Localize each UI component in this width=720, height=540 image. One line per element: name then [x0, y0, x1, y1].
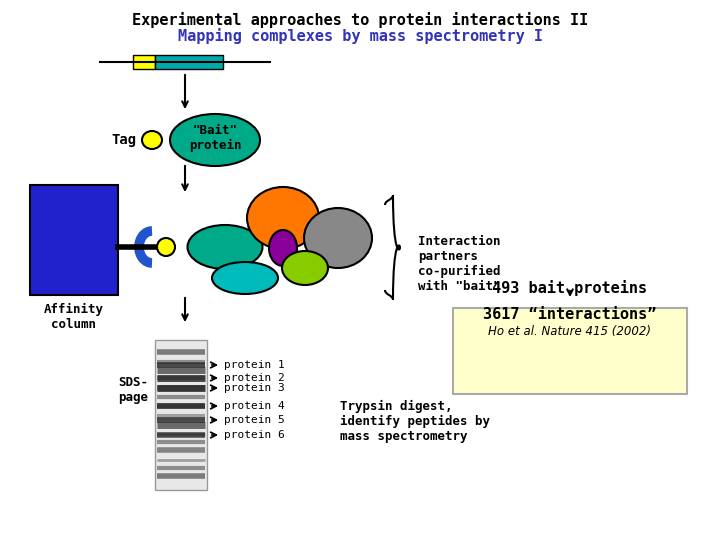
- Text: protein 4: protein 4: [224, 401, 284, 411]
- Text: Trypsin digest,
identify peptides by
mass spectrometry: Trypsin digest, identify peptides by mas…: [340, 400, 490, 443]
- Text: Tag: Tag: [111, 133, 136, 147]
- FancyBboxPatch shape: [453, 308, 687, 394]
- Text: protein 1: protein 1: [224, 360, 284, 370]
- Ellipse shape: [170, 114, 260, 166]
- Text: Affinity
column: Affinity column: [44, 303, 104, 331]
- Text: 493 bait proteins: 493 bait proteins: [492, 280, 647, 296]
- Text: "Bait"
protein: "Bait" protein: [189, 124, 241, 152]
- Text: Interaction
partners
co-purified
with "bait": Interaction partners co-purified with "b…: [418, 235, 500, 293]
- Bar: [155, 340, 207, 490]
- Ellipse shape: [187, 225, 263, 269]
- Text: protein 6: protein 6: [224, 430, 284, 440]
- Text: protein 3: protein 3: [224, 383, 284, 393]
- Ellipse shape: [212, 262, 278, 294]
- Bar: [30, 185, 118, 295]
- Text: SDS-
page: SDS- page: [118, 376, 148, 404]
- Text: Ho et al. Nature 415 (2002): Ho et al. Nature 415 (2002): [488, 325, 652, 338]
- Text: protein 2: protein 2: [224, 373, 284, 383]
- Ellipse shape: [157, 238, 175, 256]
- Text: Mapping complexes by mass spectrometry I: Mapping complexes by mass spectrometry I: [178, 28, 542, 44]
- Text: protein 5: protein 5: [224, 415, 284, 425]
- Bar: [133, 55, 155, 69]
- Text: Experimental approaches to protein interactions II: Experimental approaches to protein inter…: [132, 12, 588, 28]
- Ellipse shape: [247, 187, 319, 249]
- Ellipse shape: [304, 208, 372, 268]
- Ellipse shape: [269, 230, 297, 266]
- Ellipse shape: [142, 131, 162, 149]
- Text: 3617 “interactions”: 3617 “interactions”: [483, 307, 657, 322]
- Ellipse shape: [282, 251, 328, 285]
- Bar: [155, 55, 223, 69]
